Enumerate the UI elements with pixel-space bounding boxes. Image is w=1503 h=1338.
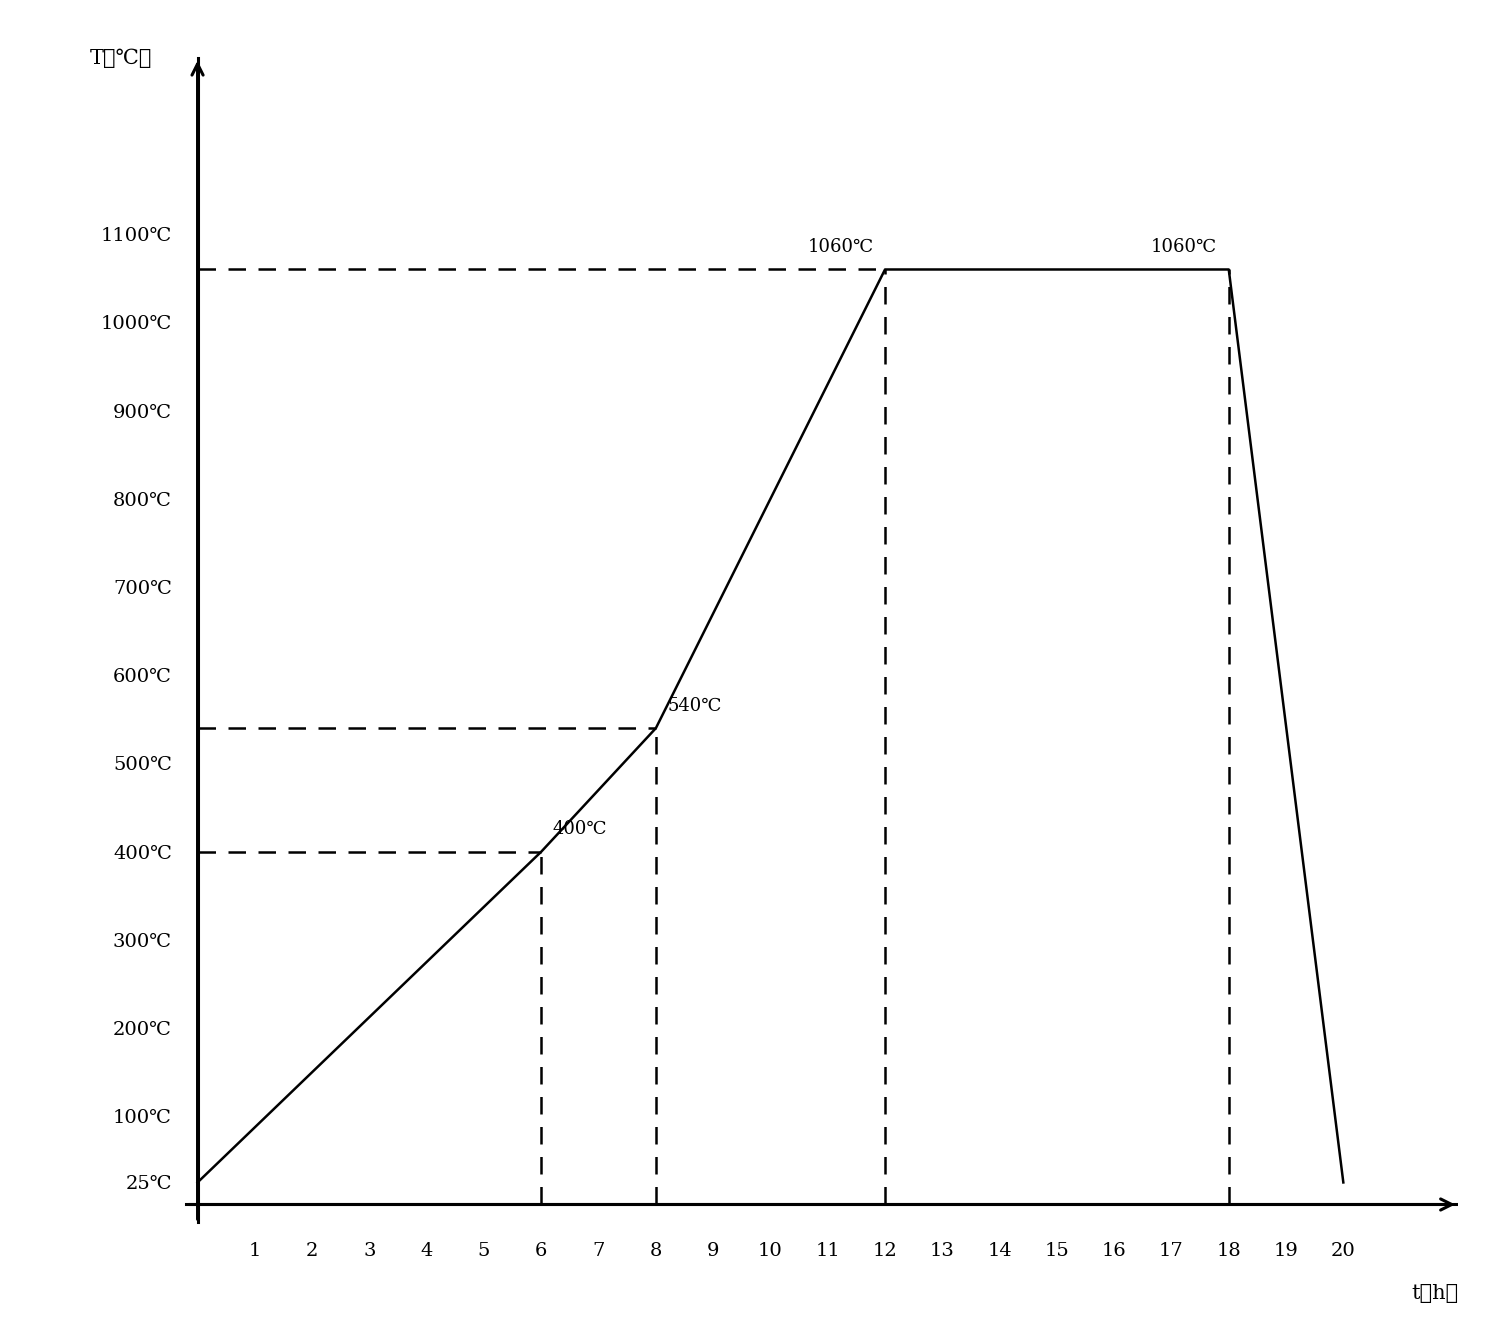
Text: 1060℃: 1060℃ — [1151, 238, 1217, 257]
Text: 1060℃: 1060℃ — [807, 238, 873, 257]
Text: t（h）: t（h） — [1411, 1284, 1458, 1303]
Text: 540℃: 540℃ — [667, 697, 721, 714]
Text: T（℃）: T（℃） — [89, 50, 152, 68]
Text: 400℃: 400℃ — [553, 820, 607, 839]
